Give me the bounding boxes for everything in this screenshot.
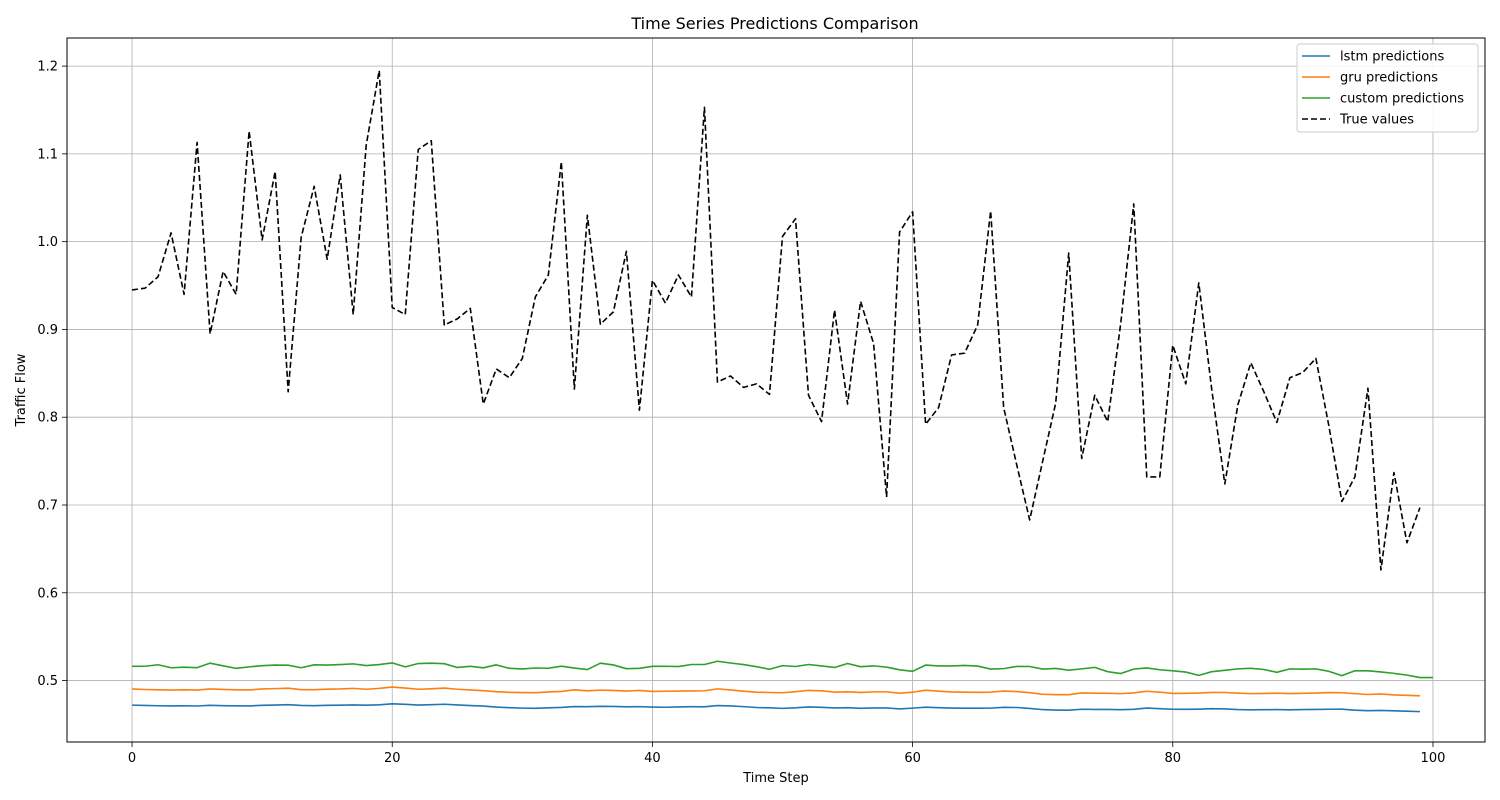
plot-area-frame bbox=[66, 37, 1486, 743]
y-tick-label: 0.6 bbox=[37, 586, 58, 601]
chart-title: Time Series Predictions Comparison bbox=[630, 14, 918, 33]
x-tick-label: 80 bbox=[1165, 751, 1182, 766]
x-tick-label: 60 bbox=[904, 751, 921, 766]
legend-label: True values bbox=[1339, 113, 1414, 128]
y-axis-label: Traffic Flow bbox=[14, 353, 29, 427]
y-tick-label: 0.7 bbox=[37, 498, 58, 513]
legend-label: lstm predictions bbox=[1340, 50, 1445, 65]
legend-box bbox=[1296, 43, 1479, 133]
y-tick-label: 1.0 bbox=[37, 235, 58, 250]
grid bbox=[67, 38, 1485, 742]
x-tick-label: 100 bbox=[1421, 751, 1446, 766]
legend: lstm predictions gru predictions custom pr… bbox=[1296, 43, 1479, 133]
series-line-true-values bbox=[131, 69, 1421, 571]
x-tick-label: 0 bbox=[128, 751, 136, 766]
series-lines bbox=[131, 69, 1433, 713]
legend-label: gru predictions bbox=[1340, 71, 1438, 86]
x-tick-label: 40 bbox=[644, 751, 661, 766]
y-tick-label: 1.2 bbox=[37, 60, 58, 75]
series-line-custom-predictions bbox=[132, 660, 1433, 679]
ticks: 0 20 40 60 80 100 0.5 0.6 0.7 0.8 0.9 1.0 1.1 1.2 bbox=[37, 60, 1445, 766]
y-tick-label: 0.8 bbox=[37, 411, 58, 426]
x-axis-label: Time Step bbox=[742, 771, 809, 786]
series-line-gru-predictions bbox=[132, 686, 1420, 697]
y-tick-label: 0.5 bbox=[37, 674, 58, 689]
legend-label: custom predictions bbox=[1340, 92, 1464, 107]
x-tick-label: 20 bbox=[384, 751, 401, 766]
series-line-lstm-predictions bbox=[132, 703, 1420, 713]
y-tick-label: 0.9 bbox=[37, 323, 58, 338]
y-tick-label: 1.1 bbox=[37, 147, 58, 162]
